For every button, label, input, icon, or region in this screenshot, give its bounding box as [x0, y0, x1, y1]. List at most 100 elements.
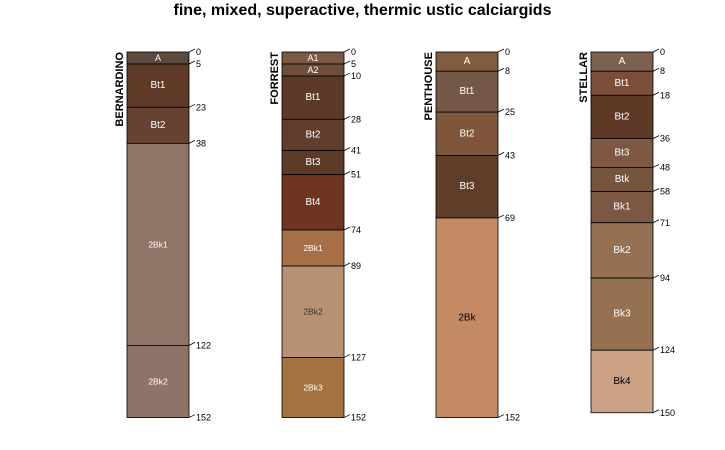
horizon-forrest-2bk1	[281, 229, 345, 267]
horizon-label: A1	[307, 53, 318, 63]
horizon-label: Bt2	[614, 111, 629, 122]
depth-label: 152	[196, 413, 211, 423]
horizon-penthouse-bt3	[435, 155, 499, 219]
depth-label: 152	[351, 413, 366, 423]
horizon-stellar-btk	[590, 167, 654, 192]
depth-tick	[343, 72, 351, 77]
horizon-label: A2	[307, 65, 318, 75]
depth-label: 127	[351, 352, 366, 362]
depth-tick	[497, 414, 505, 418]
horizon-stellar-bk4	[590, 349, 654, 414]
profile-forrest: A1 A2 Bt1 Bt2 Bt3 Bt4 2Bk1 2Bk2 2Bk3 0 5 10 28 41 51 74…	[269, 47, 366, 423]
depth-tick	[497, 67, 505, 72]
depth-tick	[188, 140, 196, 144]
depth-tick	[497, 152, 505, 156]
depth-tick	[652, 164, 660, 168]
depth-tick	[343, 171, 351, 176]
depth-tick	[497, 214, 505, 219]
depth-tick	[652, 346, 660, 351]
horizon-label: Bt2	[150, 120, 165, 131]
depth-label: 23	[196, 102, 206, 112]
horizon-label: Bk4	[613, 376, 631, 387]
depth-label: 89	[351, 261, 361, 271]
depth-label: 94	[660, 273, 670, 283]
horizon-label: Bt3	[614, 148, 629, 159]
profile-name-bernardino: BERNARDINO	[114, 52, 126, 127]
horizon-label: A	[619, 56, 626, 67]
depth-label: 43	[505, 150, 515, 160]
horizon-label: Bt2	[459, 128, 474, 139]
profile-bernardino: A Bt1 Bt2 2Bk1 2Bk2 0 5 23 38 122 152 BERNARDINO	[114, 47, 211, 423]
depth-label: 150	[660, 408, 675, 418]
depth-label: 5	[351, 59, 356, 69]
depth-label: 124	[660, 345, 675, 355]
depth-label: 5	[196, 59, 201, 69]
depth-label: 71	[660, 218, 670, 228]
horizon-bernardino-bt2	[126, 106, 190, 144]
depth-label: 8	[660, 66, 665, 76]
depth-tick	[652, 409, 660, 414]
horizon-penthouse-bt2	[435, 111, 499, 156]
depth-tick	[497, 108, 505, 113]
depth-tick	[343, 60, 351, 65]
horizon-label: Bt4	[305, 197, 320, 208]
depth-tick	[343, 226, 351, 231]
horizon-stellar-bt1	[590, 70, 654, 96]
horizon-label: Bt3	[459, 181, 474, 192]
horizon-bernardino-bt1	[126, 63, 190, 108]
depth-tick	[343, 115, 351, 120]
depth-label: 122	[196, 340, 211, 350]
depth-tick	[188, 342, 196, 346]
depth-tick	[652, 48, 660, 53]
horizon-label: Bt2	[305, 129, 320, 140]
horizon-label: 2Bk3	[303, 382, 323, 392]
horizon-label: 2Bk2	[148, 376, 168, 386]
depth-label: 25	[505, 107, 515, 117]
depth-tick	[188, 414, 196, 418]
profile-name-stellar: STELLAR	[578, 52, 590, 103]
horizon-forrest-bt4	[281, 174, 345, 231]
horizon-label: Bt1	[150, 80, 165, 91]
depth-tick	[652, 91, 660, 96]
depth-label: 18	[660, 90, 670, 100]
depth-tick	[343, 147, 351, 151]
depth-label: 152	[505, 413, 520, 423]
depth-label: 0	[196, 47, 201, 57]
depth-label: 0	[351, 47, 356, 57]
horizon-penthouse-2bk	[435, 217, 499, 418]
depth-label: 58	[660, 186, 670, 196]
horizon-stellar-bt3	[590, 138, 654, 168]
horizon-forrest-2bk3	[281, 357, 345, 418]
depth-tick	[188, 48, 196, 53]
depth-tick	[188, 103, 196, 108]
depth-tick	[497, 48, 505, 53]
horizon-label: Bt1	[614, 78, 629, 89]
horizon-label: 2Bk	[458, 312, 476, 323]
depth-label: 0	[660, 47, 665, 57]
profile-penthouse: A Bt1 Bt2 Bt3 2Bk 0 8 25 43 69 152 PENTHOUSE	[423, 47, 520, 423]
depth-label: 48	[660, 162, 670, 172]
horizon-forrest-2bk2	[281, 265, 345, 358]
page-title: fine, mixed, superactive, thermic ustic …	[173, 2, 552, 19]
profile-stellar: A Bt1 Bt2 Bt3 Btk Bk1 Bk2 Bk3 Bk4 0 8 18 36 48 58 71 94 1…	[578, 47, 675, 418]
horizon-label: Bt1	[305, 92, 320, 103]
depth-label: 36	[660, 134, 670, 144]
horizon-label: A	[155, 53, 161, 63]
horizon-label: Btk	[615, 174, 630, 185]
depth-tick	[652, 274, 660, 279]
horizon-stellar-bt2	[590, 94, 654, 139]
horizon-stellar-bk2	[590, 222, 654, 279]
depth-tick	[343, 414, 351, 418]
depth-tick	[343, 48, 351, 53]
horizon-label: 2Bk1	[303, 243, 323, 253]
horizon-label: 2Bk2	[303, 307, 323, 317]
profile-name-forrest: FORREST	[269, 52, 281, 105]
horizon-label: Bt1	[459, 86, 474, 97]
horizon-label: Bk1	[613, 202, 631, 213]
depth-tick	[188, 60, 196, 65]
depth-tick	[343, 354, 351, 358]
horizon-forrest-bt1	[281, 75, 345, 120]
depth-label: 38	[196, 138, 206, 148]
depth-label: 41	[351, 146, 361, 156]
